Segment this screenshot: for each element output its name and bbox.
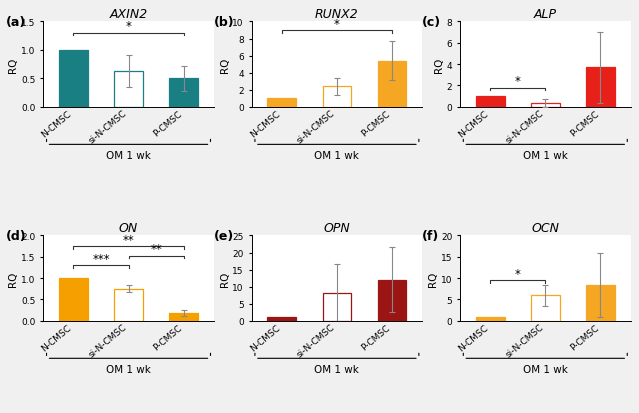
Text: (d): (d) bbox=[6, 229, 26, 242]
Bar bbox=[59, 278, 88, 321]
Text: ***: *** bbox=[92, 252, 110, 265]
Bar bbox=[531, 104, 560, 107]
Bar bbox=[378, 62, 406, 107]
Text: **: ** bbox=[150, 243, 162, 256]
Bar bbox=[586, 68, 615, 107]
Title: ON: ON bbox=[119, 222, 138, 235]
Title: OCN: OCN bbox=[531, 222, 559, 235]
Text: *: * bbox=[334, 18, 340, 31]
Y-axis label: RQ: RQ bbox=[8, 271, 19, 286]
Text: OM 1 wk: OM 1 wk bbox=[106, 364, 151, 374]
Title: OPN: OPN bbox=[323, 222, 350, 235]
Y-axis label: RQ: RQ bbox=[428, 271, 438, 286]
Text: OM 1 wk: OM 1 wk bbox=[523, 151, 567, 161]
Y-axis label: RQ: RQ bbox=[8, 57, 19, 73]
Bar bbox=[531, 295, 560, 321]
Text: (e): (e) bbox=[214, 229, 234, 242]
Bar bbox=[323, 294, 351, 321]
Text: *: * bbox=[515, 75, 521, 88]
Text: (c): (c) bbox=[422, 16, 442, 28]
Bar bbox=[323, 87, 351, 107]
Bar bbox=[169, 79, 198, 107]
Text: (b): (b) bbox=[214, 16, 235, 28]
Bar bbox=[586, 285, 615, 321]
Bar bbox=[268, 99, 296, 107]
Text: OM 1 wk: OM 1 wk bbox=[314, 151, 359, 161]
Bar bbox=[114, 72, 143, 107]
Y-axis label: RQ: RQ bbox=[220, 271, 229, 286]
Text: **: ** bbox=[123, 233, 134, 246]
Bar bbox=[268, 318, 296, 321]
Bar bbox=[169, 313, 198, 321]
Bar bbox=[476, 97, 505, 107]
Y-axis label: RQ: RQ bbox=[220, 57, 229, 73]
Text: OM 1 wk: OM 1 wk bbox=[314, 364, 359, 374]
Title: RUNX2: RUNX2 bbox=[315, 8, 358, 21]
Bar bbox=[476, 317, 505, 321]
Text: *: * bbox=[126, 20, 132, 33]
Bar bbox=[114, 289, 143, 321]
Text: OM 1 wk: OM 1 wk bbox=[106, 151, 151, 161]
Text: *: * bbox=[515, 267, 521, 280]
Text: (f): (f) bbox=[422, 229, 440, 242]
Title: ALP: ALP bbox=[534, 8, 557, 21]
Y-axis label: RQ: RQ bbox=[434, 57, 443, 73]
Title: AXIN2: AXIN2 bbox=[109, 8, 148, 21]
Bar bbox=[59, 51, 88, 107]
Text: OM 1 wk: OM 1 wk bbox=[523, 364, 567, 374]
Bar bbox=[378, 280, 406, 321]
Text: (a): (a) bbox=[6, 16, 26, 28]
